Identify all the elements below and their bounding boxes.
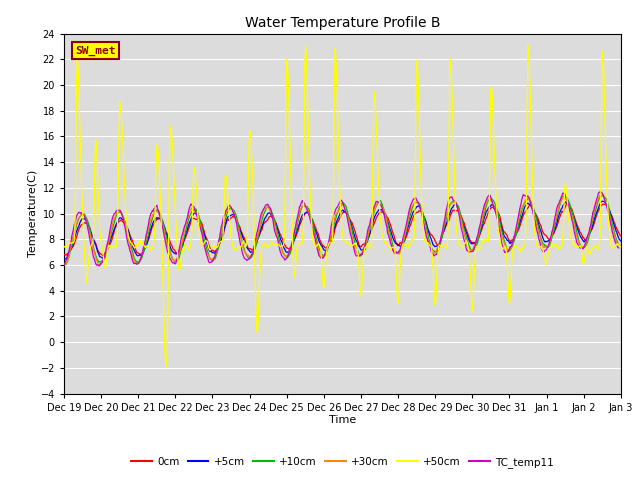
Y-axis label: Temperature(C): Temperature(C) [28,170,38,257]
Title: Water Temperature Profile B: Water Temperature Profile B [244,16,440,30]
Legend: 0cm, +5cm, +10cm, +30cm, +50cm, TC_temp11: 0cm, +5cm, +10cm, +30cm, +50cm, TC_temp1… [127,453,558,472]
X-axis label: Time: Time [329,415,356,425]
Text: SW_met: SW_met [75,46,116,56]
